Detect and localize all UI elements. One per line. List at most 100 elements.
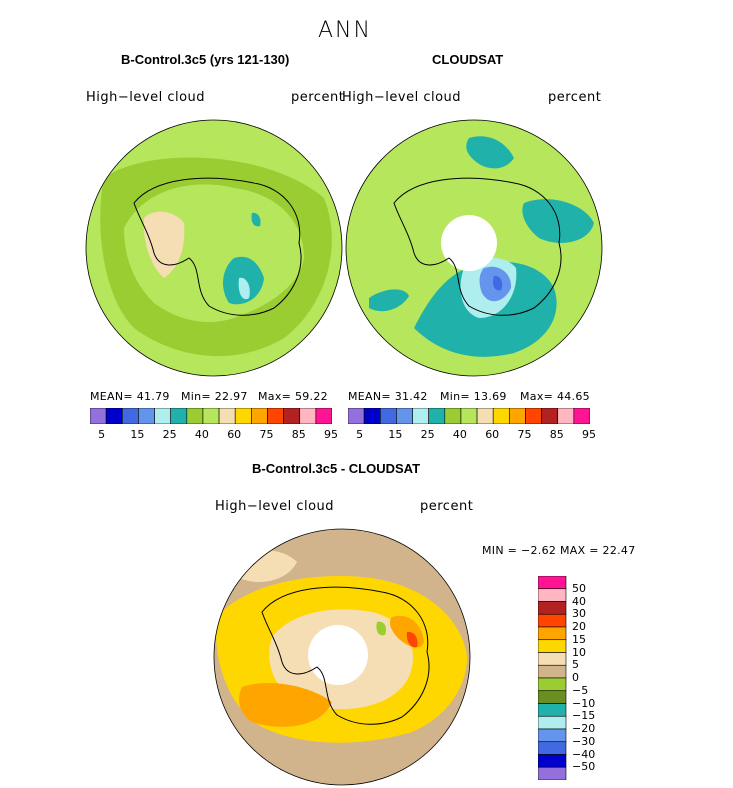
obs-colorbar-swatch: [476, 408, 494, 424]
diff-units-label: percent: [420, 499, 474, 514]
diff-colorbar-swatch: [538, 626, 567, 641]
obs-panel-title: CLOUDSAT: [432, 52, 504, 67]
obs-colorbar-tick-label: 25: [420, 428, 435, 441]
diff-colorbar-tick-label: 50: [572, 581, 586, 595]
diff-colorbar-tick-label: 10: [572, 645, 586, 659]
model-colorbar-swatch: [234, 408, 252, 424]
diff-colorbar-swatch: [538, 715, 567, 730]
model-colorbar-swatch: [267, 408, 284, 424]
obs-colorbar-tick-label: 5: [356, 428, 364, 441]
diff-colorbar-swatch: [538, 664, 567, 679]
obs-colorbar-swatch: [363, 408, 381, 424]
diff-variable-label: High−level cloud: [215, 499, 335, 514]
model-colorbar: [90, 408, 332, 424]
model-variable-label: High−level cloud: [86, 90, 206, 105]
obs-colorbar-tick-label: 95: [582, 428, 596, 441]
obs-colorbar-swatch: [444, 408, 462, 424]
obs-colorbar-swatch: [379, 408, 397, 424]
diff-colorbar-ticks: 50 40 30 20 15 10 5 0 −5 −10 −15 −20 −30 −40 −50: [572, 576, 622, 780]
obs-colorbar-swatch: [428, 408, 446, 424]
diff-colorbar-swatch: [538, 613, 567, 628]
obs-colorbar-swatch: [525, 408, 542, 424]
diff-colorbar-swatch: [538, 639, 567, 653]
diff-colorbar-swatch: [538, 576, 567, 590]
diff-colorbar-tick-label: 5: [572, 658, 579, 672]
model-colorbar-tick-label: 25: [162, 428, 177, 441]
model-colorbar-swatch: [251, 408, 268, 424]
diff-colorbar-swatch: [538, 601, 567, 615]
obs-colorbar-swatch: [541, 408, 559, 424]
obs-colorbar-swatch: [509, 408, 526, 424]
obs-colorbar-swatch: [460, 408, 478, 424]
diff-colorbar-tick-label: −15: [572, 709, 596, 723]
model-colorbar-swatch: [202, 408, 220, 424]
model-colorbar-swatch: [138, 408, 155, 424]
model-colorbar-swatch: [90, 408, 107, 424]
model-colorbar-swatch: [299, 408, 317, 424]
diff-polar-map: [213, 528, 471, 786]
diff-colorbar-swatch: [538, 690, 567, 704]
diff-colorbar-swatch: [538, 754, 567, 768]
model-colorbar-tick-label: 15: [130, 428, 145, 441]
model-max: Max= 59.22: [258, 390, 328, 403]
model-mean: MEAN= 41.79: [90, 390, 170, 403]
diff-colorbar-tick-label: 30: [572, 607, 586, 621]
model-colorbar-tick-label: 85: [291, 428, 306, 441]
obs-colorbar: [348, 408, 590, 424]
obs-colorbar-tick-label: 60: [485, 428, 500, 441]
diff-colorbar-swatch: [538, 741, 567, 755]
diff-colorbar-swatch: [538, 677, 567, 692]
model-colorbar-swatch: [315, 408, 332, 424]
model-colorbar-ticks: 5 15 25 40 60 75 85 95: [90, 428, 338, 442]
model-polar-map: [85, 119, 343, 377]
obs-colorbar-tick-label: 15: [388, 428, 403, 441]
diff-colorbar-tick-label: 20: [572, 620, 586, 633]
diff-colorbar-swatch: [538, 588, 567, 602]
diff-colorbar-tick-label: −20: [572, 722, 596, 735]
diff-colorbar-swatch: [538, 728, 567, 743]
diff-colorbar-swatch: [538, 703, 567, 717]
obs-colorbar-swatch: [348, 408, 365, 424]
obs-colorbar-swatch: [396, 408, 413, 424]
model-panel-title: B-Control.3c5 (yrs 121-130): [121, 52, 290, 67]
model-colorbar-tick-label: 60: [227, 428, 242, 441]
obs-polar-map: [345, 119, 603, 377]
obs-colorbar-swatch: [557, 408, 575, 424]
diff-colorbar-swatch: [538, 766, 567, 780]
model-colorbar-swatch: [186, 408, 204, 424]
diff-colorbar-tick-label: −10: [572, 696, 596, 710]
diff-colorbar-tick-label: −50: [572, 760, 596, 774]
diff-colorbar-tick-label: 15: [572, 632, 586, 646]
model-colorbar-tick-label: 95: [324, 428, 338, 441]
diff-colorbar-tick-label: 40: [572, 594, 586, 608]
model-colorbar-swatch: [105, 408, 123, 424]
diff-colorbar-tick-label: −30: [572, 734, 596, 748]
obs-variable-label: High−level cloud: [342, 90, 462, 105]
diff-colorbar: [538, 576, 567, 780]
model-colorbar-tick-label: 5: [98, 428, 106, 441]
obs-colorbar-swatch: [573, 408, 590, 424]
obs-min: Min= 13.69: [440, 390, 507, 403]
model-colorbar-swatch: [170, 408, 188, 424]
obs-units-label: percent: [548, 90, 602, 105]
model-min: Min= 22.97: [181, 390, 248, 403]
model-colorbar-tick-label: 75: [259, 428, 274, 441]
obs-colorbar-tick-label: 75: [517, 428, 532, 441]
model-units-label: percent: [291, 90, 345, 105]
model-colorbar-swatch: [121, 408, 139, 424]
diff-minmax: MIN = −2.62 MAX = 22.47: [482, 544, 636, 557]
obs-mean: MEAN= 31.42: [348, 390, 428, 403]
diff-colorbar-tick-label: −5: [572, 683, 589, 697]
diff-colorbar-tick-label: −40: [572, 747, 596, 761]
obs-colorbar-swatch: [412, 408, 429, 424]
obs-max: Max= 44.65: [520, 390, 590, 403]
model-colorbar-swatch: [283, 408, 301, 424]
diff-panel-title: B-Control.3c5 - CLOUDSAT: [252, 461, 421, 476]
obs-colorbar-tick-label: 85: [549, 428, 564, 441]
page-title: ANN: [318, 18, 372, 43]
obs-colorbar-swatch: [492, 408, 510, 424]
obs-colorbar-ticks: 5 15 25 40 60 75 85 95: [348, 428, 596, 442]
model-colorbar-tick-label: 40: [194, 428, 209, 441]
model-colorbar-swatch: [154, 408, 171, 424]
diff-colorbar-tick-label: 0: [572, 671, 579, 684]
